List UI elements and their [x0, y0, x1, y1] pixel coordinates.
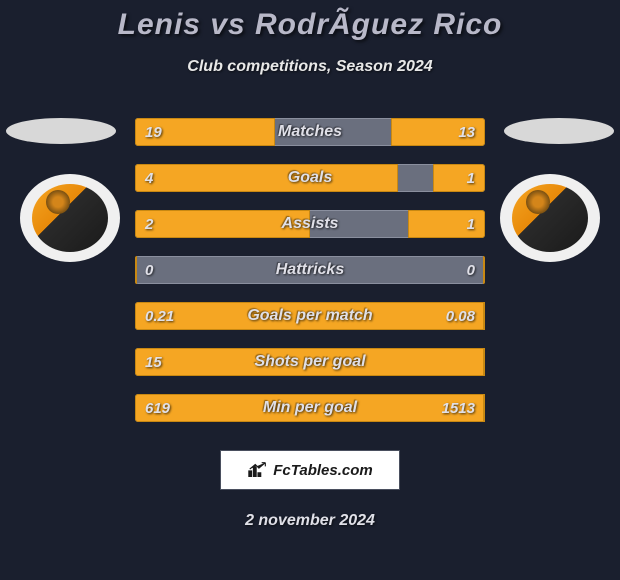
- date-label: 2 november 2024: [245, 512, 375, 530]
- stat-value-right: 1513: [442, 400, 475, 417]
- stat-row: 0.21 Goals per match 0.08: [135, 302, 485, 330]
- team-logo-left: [20, 174, 120, 262]
- stat-bars: 19 Matches 13 4 Goals 1 2 Assists 1: [135, 118, 485, 422]
- stat-row: 4 Goals 1: [135, 164, 485, 192]
- stat-value-left: 0.21: [145, 308, 174, 325]
- player-right-badge: [500, 174, 600, 262]
- page-title: Lenis vs RodrÃ­guez Rico: [118, 8, 503, 42]
- stat-value-right: 1: [467, 216, 475, 233]
- stat-label: Min per goal: [263, 399, 357, 417]
- stat-value-right: 0: [467, 262, 475, 279]
- stat-label: Shots per goal: [254, 353, 365, 371]
- player-left-ellipse: [6, 118, 116, 144]
- stat-row: 2 Assists 1: [135, 210, 485, 238]
- stat-label: Matches: [278, 123, 342, 141]
- site-logo[interactable]: FcTables.com: [220, 450, 400, 490]
- stat-row: 15 Shots per goal: [135, 348, 485, 376]
- stat-value-left: 4: [145, 170, 153, 187]
- player-right-ellipse: [504, 118, 614, 144]
- chart-icon: [247, 461, 269, 479]
- stat-value-left: 0: [145, 262, 153, 279]
- page-subtitle: Club competitions, Season 2024: [187, 58, 432, 76]
- stat-row: 0 Hattricks 0: [135, 256, 485, 284]
- stat-value-right: 0.08: [446, 308, 475, 325]
- stat-value-left: 619: [145, 400, 170, 417]
- site-logo-text: FcTables.com: [273, 462, 372, 479]
- team-logo-right: [500, 174, 600, 262]
- comparison-container: Lenis vs RodrÃ­guez Rico Club competitio…: [0, 0, 620, 580]
- stat-label: Hattricks: [276, 261, 344, 279]
- stat-value-right: 1: [467, 170, 475, 187]
- stat-label: Goals: [288, 169, 332, 187]
- stat-label: Assists: [282, 215, 339, 233]
- stat-value-left: 19: [145, 124, 162, 141]
- stat-value-right: 13: [458, 124, 475, 141]
- player-left-badge: [20, 174, 120, 262]
- stat-row: 19 Matches 13: [135, 118, 485, 146]
- stat-label: Goals per match: [247, 307, 372, 325]
- stats-area: 19 Matches 13 4 Goals 1 2 Assists 1: [0, 118, 620, 422]
- stat-value-left: 2: [145, 216, 153, 233]
- stat-row: 619 Min per goal 1513: [135, 394, 485, 422]
- stat-value-left: 15: [145, 354, 162, 371]
